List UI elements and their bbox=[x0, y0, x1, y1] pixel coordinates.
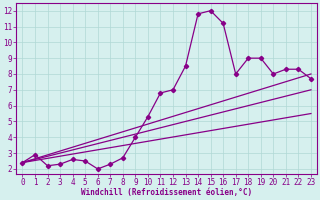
X-axis label: Windchill (Refroidissement éolien,°C): Windchill (Refroidissement éolien,°C) bbox=[81, 188, 252, 197]
